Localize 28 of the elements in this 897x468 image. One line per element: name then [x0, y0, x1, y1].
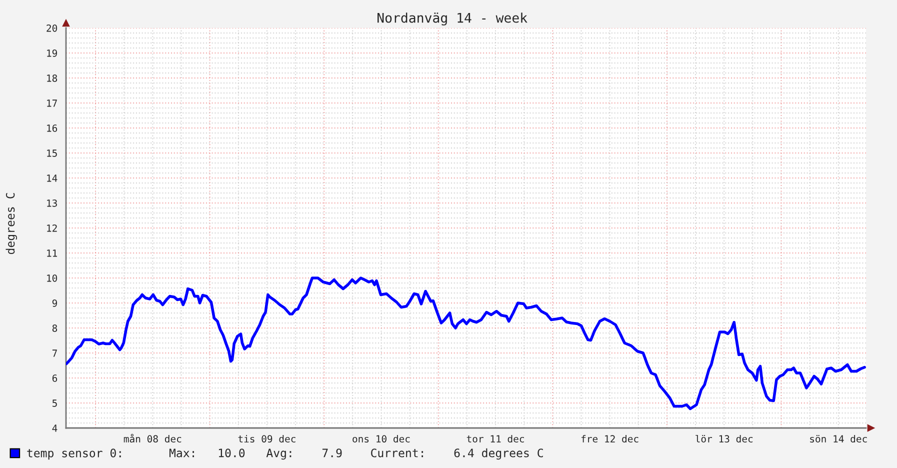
x-tick-label: tor 11 dec [466, 434, 524, 443]
y-tick-label: 18 [47, 74, 58, 82]
y-tick-label: 9 [52, 300, 58, 307]
y-tick-label: 4 [52, 424, 58, 432]
x-tick-label: fre 12 dec [581, 434, 638, 443]
y-tick-label: 8 [52, 324, 58, 332]
y-tick-label: 13 [47, 200, 57, 207]
y-tick-label: 20 [46, 24, 58, 32]
y-tick-label: 15 [47, 150, 57, 157]
y-tick-label: 11 [47, 250, 58, 257]
y-tick-label: 10 [47, 274, 58, 282]
y-tick-label: 7 [52, 350, 57, 357]
y-tick-label: 6 [52, 374, 58, 382]
text: Max: 10.0 Avg: 7.9 Current: 6.4 degrees C [169, 448, 543, 460]
y-axis-title: degrees C [6, 193, 17, 254]
x-tick-label: ons 10 dec [352, 434, 410, 443]
y-tick-label: 14 [47, 174, 58, 182]
x-tick-label: mån 08 dec [124, 434, 182, 443]
chart-title: Nordanväg 14 - week [378, 12, 528, 26]
y-tick-label: 19 [47, 50, 58, 57]
y-tick-label: 5 [52, 400, 57, 407]
x-tick-label: tis 09 dec [238, 434, 296, 443]
x-tick-label: sön 14 dec [810, 434, 867, 443]
legend-label: temp sensor 0: [27, 448, 121, 460]
y-tick-label: 16 [47, 124, 58, 132]
y-tick-label: 17 [47, 100, 57, 107]
x-tick-label: lör 13 dec [696, 434, 753, 443]
y-tick-label: 12 [47, 224, 57, 232]
